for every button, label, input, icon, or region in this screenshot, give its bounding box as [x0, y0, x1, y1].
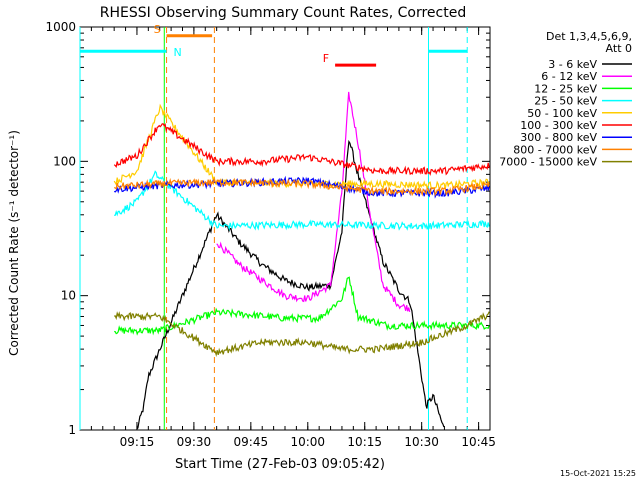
series-line [136, 139, 445, 430]
series-line [113, 123, 490, 176]
x-tick-label: 10:30 [404, 435, 439, 449]
x-tick-label: 10:15 [347, 435, 382, 449]
x-tick-label: 10:45 [461, 435, 496, 449]
legend-entry-label: 25 - 50 keV [534, 95, 597, 108]
plot-area: 1 10 100 1000 09:15 09:30 09:45 10:00 10:15 10:30… [45, 20, 495, 449]
x-tick-label: 09:15 [120, 435, 155, 449]
x-tick-label: 09:30 [177, 435, 212, 449]
legend-entry-label: 3 - 6 keV [548, 58, 597, 71]
flag-label: N [174, 46, 182, 59]
legend-entry-label: 7000 - 15000 keV [499, 156, 597, 169]
legend-entry-label: 6 - 12 keV [541, 70, 597, 83]
x-tick-label: 09:45 [234, 435, 269, 449]
y-tick-label: 1 [68, 423, 76, 437]
x-tick-label: 10:00 [290, 435, 325, 449]
y-tick-label: 1000 [45, 20, 76, 34]
legend-entry-label: 12 - 25 keV [534, 82, 597, 95]
y-tick-label: 10 [61, 289, 76, 303]
series-line [216, 91, 411, 313]
series-line [114, 311, 490, 358]
legend-entry-label: 300 - 800 keV [520, 131, 597, 144]
chart-title: RHESSI Observing Summary Count Rates, Co… [100, 5, 466, 21]
legend-entry-label: 800 - 7000 keV [513, 143, 597, 156]
legend-entry-label: 100 - 300 keV [520, 119, 597, 132]
series-line [114, 170, 490, 232]
y-axis-label: Corrected Count Rate (s⁻¹ detector⁻¹) [7, 130, 21, 356]
series-line [114, 176, 490, 197]
flag-label: F [323, 52, 329, 65]
legend-header-line: Att 0 [606, 42, 632, 55]
flag-label: S [154, 23, 161, 36]
legend-entry-label: 50 - 100 keV [527, 107, 597, 120]
y-tick-label: 100 [53, 154, 76, 168]
footer-date: 15-Oct-2021 15:25 [560, 469, 636, 478]
legend-header-line: Det 1,3,4,5,6,9, [546, 30, 632, 43]
x-axis-label: Start Time (27-Feb-03 09:05:42) [175, 457, 385, 472]
